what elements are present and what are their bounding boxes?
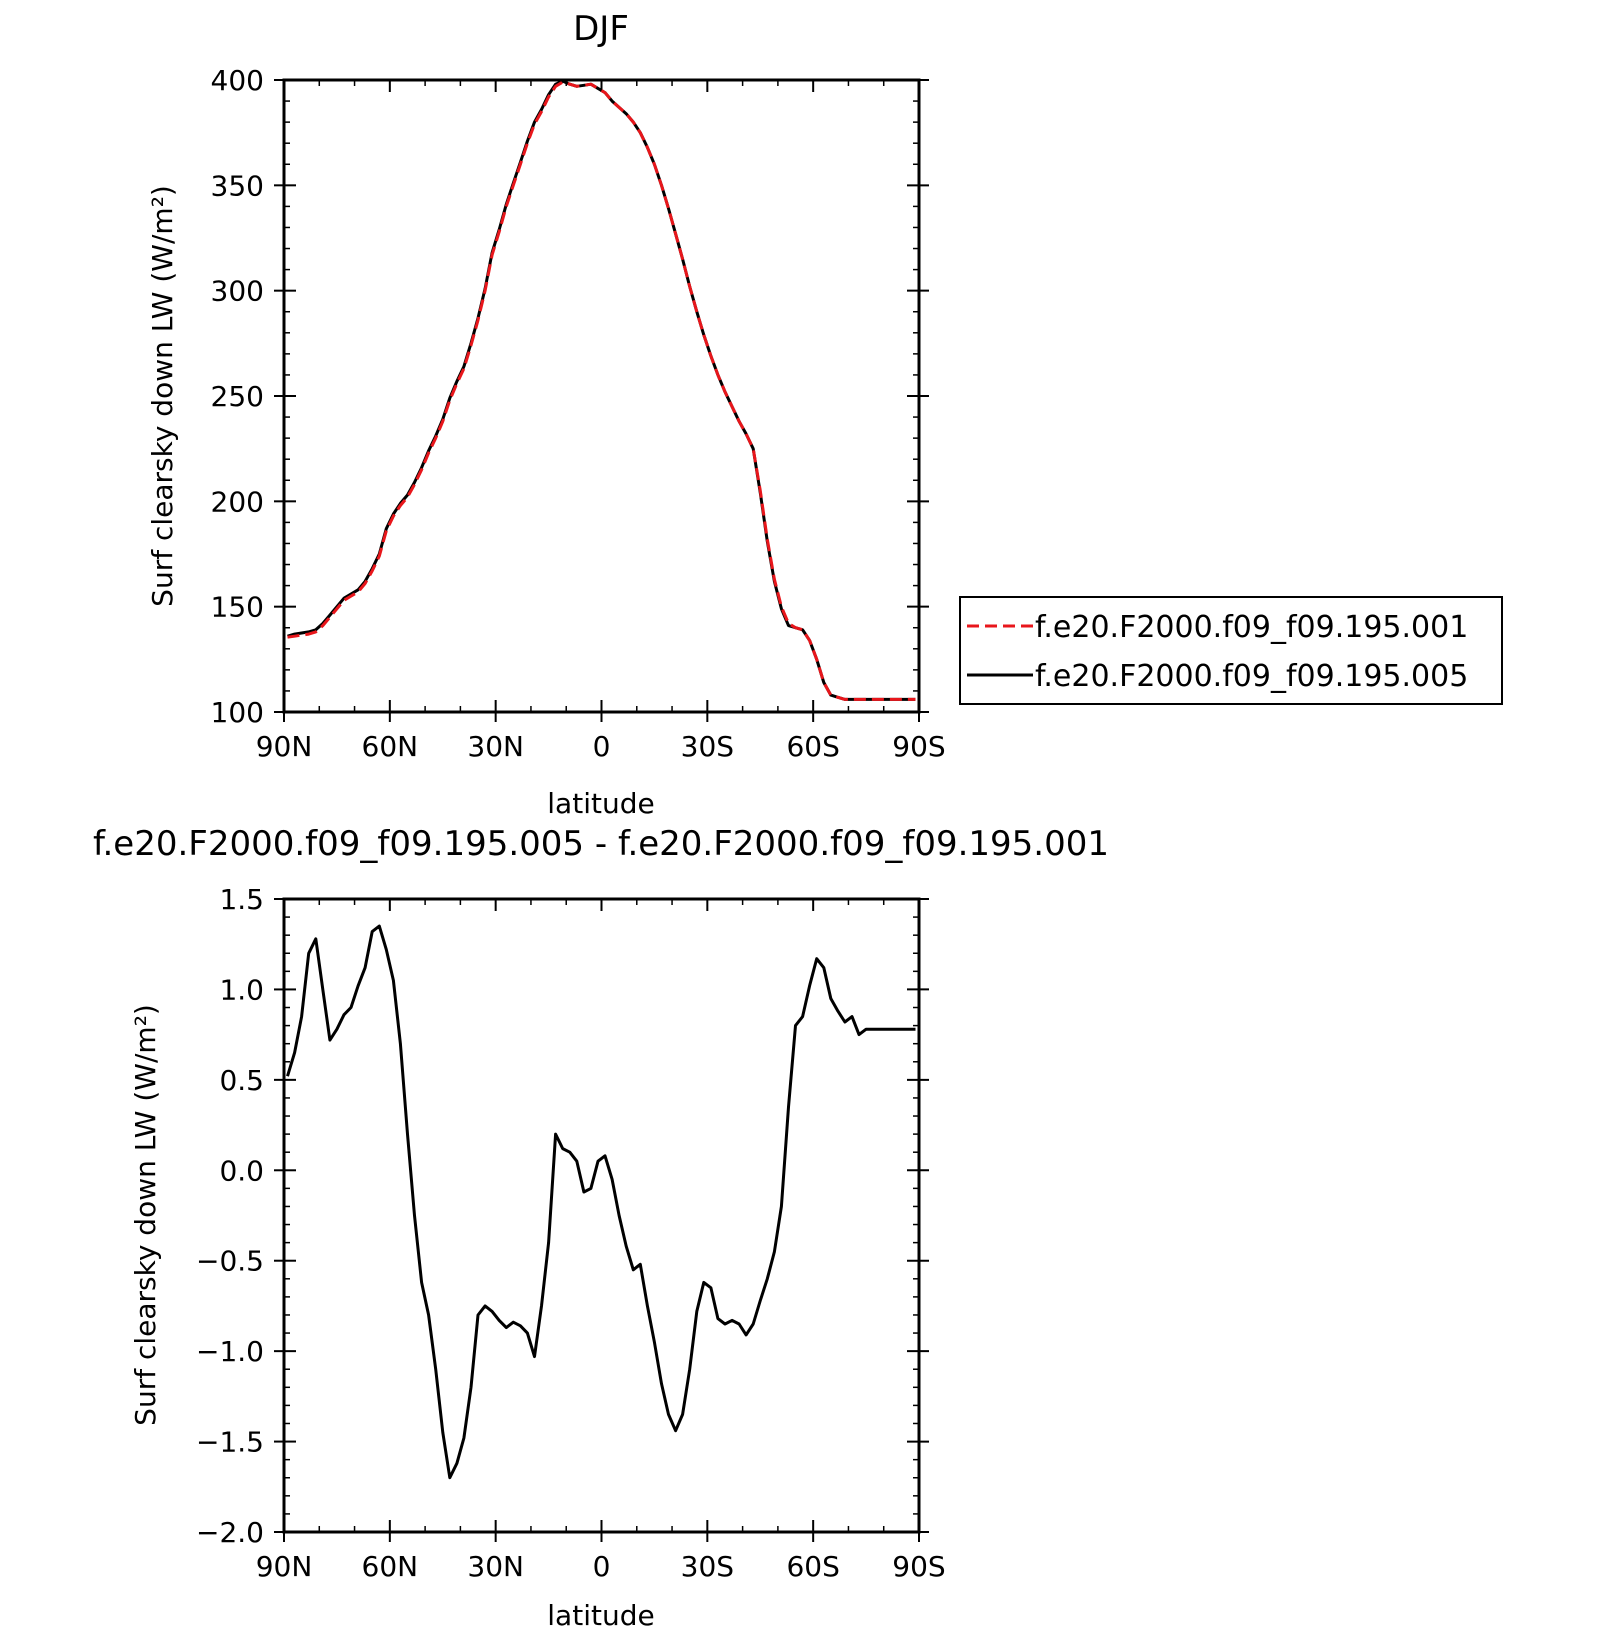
top-chart-y-tick-label: 250: [211, 380, 264, 413]
bottom-chart-y-tick-label: −2.0: [196, 1516, 264, 1549]
bottom-chart-x-tick-label: 60S: [786, 1550, 839, 1583]
top-chart-x-tick-label: 30N: [467, 730, 524, 763]
bottom-chart-x-tick-label: 30N: [467, 1550, 524, 1583]
bottom-chart-x-tick-label: 90N: [256, 1550, 313, 1583]
top-chart-x-tick-label: 90N: [256, 730, 313, 763]
legend-label-series-1: f.e20.F2000.f09_f09.195.001: [1035, 610, 1468, 645]
top-chart-title: DJF: [573, 9, 629, 49]
bottom-chart-tick-labels: 90N 60N 30N 0 30S 60S 90S −2.0 −1.5 −1.0 −0.5 0.0 0.…: [196, 883, 946, 1583]
bottom-chart-x-tick-label: 60N: [362, 1550, 419, 1583]
bottom-chart: f.e20.F2000.f09_f09.195.005 - f.e20.F200…: [93, 824, 1109, 1632]
bottom-chart-y-tick-label: −1.5: [196, 1426, 264, 1459]
bottom-chart-y-axis-title: Surf clearsky down LW (W/m²): [129, 1004, 162, 1426]
legend-label-series-2: f.e20.F2000.f09_f09.195.005: [1035, 659, 1468, 694]
bottom-chart-x-tick-label: 90S: [892, 1550, 945, 1583]
bottom-chart-y-tick-label: 0.5: [219, 1064, 264, 1097]
top-chart-series: [287, 79, 916, 701]
bottom-chart-y-tick-label: −1.0: [196, 1335, 264, 1368]
bottom-chart-y-tick-label: −0.5: [196, 1245, 264, 1278]
top-chart-x-tick-label: 30S: [681, 730, 734, 763]
top-chart-tick-labels: 90N 60N 30N 0 30S 60S 90S 100 150 200 250 300 350 400: [211, 64, 946, 763]
top-chart-y-tick-label: 350: [211, 169, 264, 202]
bottom-chart-series-line-1: [286, 924, 916, 1480]
top-chart-series-line-2: [287, 79, 916, 701]
top-chart-x-axis-title: latitude: [547, 787, 654, 820]
top-chart-y-tick-label: 300: [211, 275, 264, 308]
top-chart-y-tick-label: 100: [211, 696, 264, 729]
top-chart-y-tick-label: 150: [211, 591, 264, 624]
top-chart-y-tick-label: 400: [211, 64, 264, 97]
bottom-chart-x-tick-label: 30S: [681, 1550, 734, 1583]
bottom-chart-frame: [282, 897, 921, 1534]
top-chart-x-tick-label: 0: [593, 730, 611, 763]
top-chart-x-tick-label: 60S: [786, 730, 839, 763]
top-chart: DJF 90N 60N 30N 0 30S 60S 90S 100 150 200 250 300 35…: [146, 9, 1503, 820]
legend: f.e20.F2000.f09_f09.195.001 f.e20.F2000.…: [959, 596, 1503, 705]
bottom-chart-y-tick-label: 1.5: [219, 883, 264, 916]
bottom-chart-title: f.e20.F2000.f09_f09.195.005 - f.e20.F200…: [93, 824, 1109, 864]
top-chart-x-tick-label: 60N: [362, 730, 419, 763]
top-chart-y-tick-label: 200: [211, 485, 264, 518]
top-chart-frame: [282, 78, 921, 714]
top-chart-y-axis-title: Surf clearsky down LW (W/m²): [146, 185, 179, 607]
top-chart-series-line-1: [287, 80, 916, 701]
bottom-chart-x-tick-label: 0: [593, 1550, 611, 1583]
bottom-chart-y-tick-label: 0.0: [219, 1154, 264, 1187]
top-chart-ticks: [274, 79, 929, 722]
bottom-chart-series: [286, 924, 916, 1480]
bottom-chart-y-tick-label: 1.0: [219, 973, 264, 1006]
bottom-chart-x-axis-title: latitude: [547, 1599, 654, 1632]
top-chart-x-tick-label: 90S: [892, 730, 945, 763]
legend-box: [959, 596, 1503, 705]
